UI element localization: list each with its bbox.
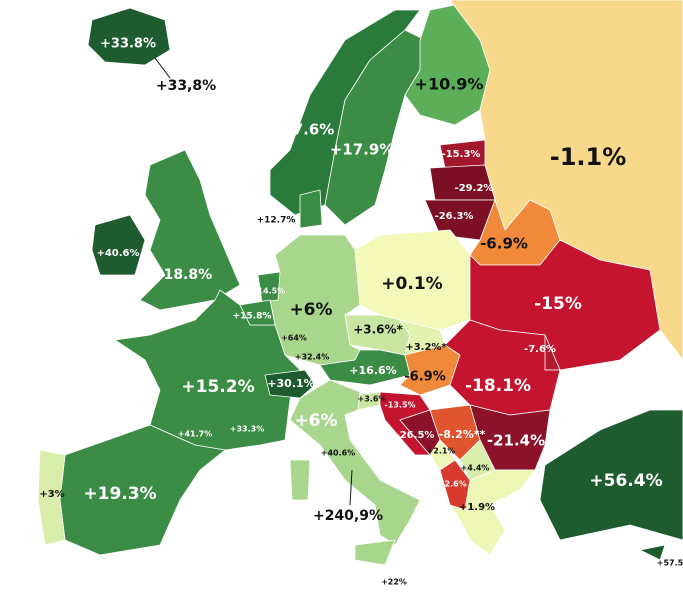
annotation: +33,8% [156, 78, 216, 94]
country [289, 379, 421, 546]
annotation: +240,9% [313, 508, 383, 524]
country-label: -15% [534, 294, 582, 314]
country-label: -18.1% [465, 376, 531, 396]
country-label: +17.9% [330, 141, 395, 159]
country-label: +6% [294, 411, 337, 431]
country-label: -29.2% [455, 183, 494, 194]
country [299, 189, 323, 229]
annotation: +64% [281, 334, 307, 343]
country-label: -21.4% [487, 432, 545, 450]
country-label: +1.9% [459, 502, 495, 513]
country [91, 214, 146, 276]
country-label: +19.3% [83, 484, 156, 504]
country-label: -13.5% [384, 401, 415, 410]
country [87, 7, 171, 66]
leader-line [154, 57, 171, 79]
country-label: +0.1% [381, 274, 442, 294]
leader-line [349, 469, 353, 506]
country-label: -26.5% [396, 430, 435, 441]
country-label: +6% [289, 300, 332, 320]
country-label: -2.6% [441, 480, 467, 489]
country-label: +2.1% [427, 447, 456, 456]
country-label: +3% [39, 489, 64, 500]
country-label: -1.1% [550, 143, 627, 171]
country [289, 459, 311, 501]
country [264, 369, 316, 399]
country-label: -26.3% [435, 211, 474, 222]
country-label: +27.6% [270, 121, 335, 139]
country-label: -6.9% [480, 235, 528, 253]
country-label: +33.8% [100, 37, 156, 52]
country-label: -8.2%** [439, 428, 486, 441]
country-label: +30.1% [267, 377, 314, 390]
annotation: +32.4% [295, 353, 329, 362]
country [139, 149, 241, 311]
country [539, 409, 683, 541]
country-label: +10.9% [415, 75, 484, 94]
country-label: +3.6% [358, 395, 387, 404]
country [37, 449, 66, 546]
country-label: +3.2%* [405, 342, 447, 353]
country [354, 539, 396, 566]
country-label: +4.4% [461, 464, 490, 473]
country-label: -7.6% [524, 344, 556, 355]
country-label: +15.2% [181, 377, 254, 397]
country-label: +18.8% [152, 267, 212, 283]
country-label: +3.6%* [353, 323, 403, 337]
country-label: +12.7% [257, 216, 296, 226]
country-label: -15.3% [442, 149, 481, 160]
country [444, 319, 561, 416]
annotation: +41.7% [178, 430, 212, 439]
annotation: +40.6% [321, 449, 355, 458]
country-label: +40.6% [96, 248, 139, 259]
country-label: +15.8% [233, 312, 272, 322]
country-label: +56.4% [589, 471, 662, 491]
annotation: +22% [381, 578, 407, 587]
annotation: +33.3% [230, 425, 264, 434]
country [239, 299, 276, 326]
country [449, 469, 536, 556]
country [257, 271, 281, 303]
country-label: -6.9% [404, 370, 445, 385]
country [639, 544, 666, 561]
country-label: +14.5% [251, 287, 285, 296]
country-label: +57.5 [657, 559, 683, 568]
country-label: +16.6% [349, 364, 396, 377]
